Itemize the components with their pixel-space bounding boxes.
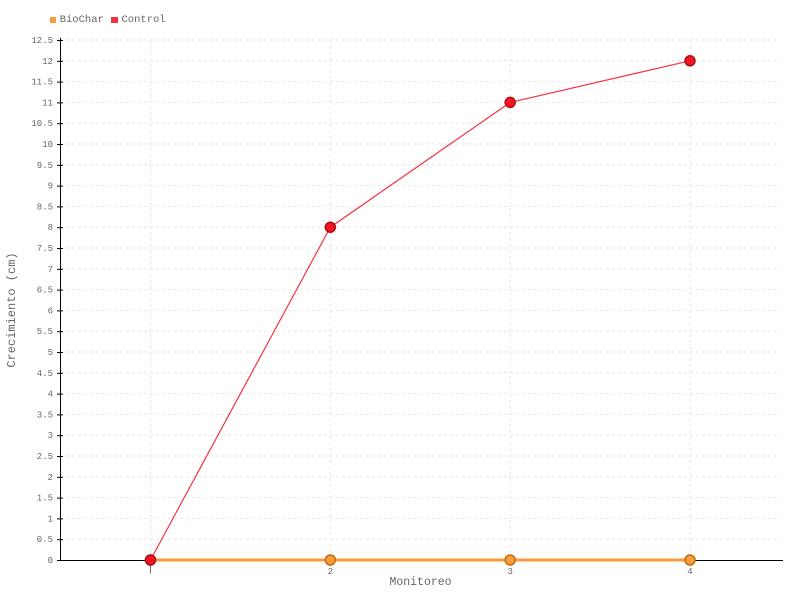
svg-text:4: 4 xyxy=(687,567,692,577)
svg-text:11: 11 xyxy=(42,98,53,108)
svg-text:8.5: 8.5 xyxy=(37,202,53,212)
svg-text:3.5: 3.5 xyxy=(37,410,53,420)
svg-text:0.5: 0.5 xyxy=(37,535,53,545)
svg-text:12: 12 xyxy=(42,57,53,67)
svg-text:9.5: 9.5 xyxy=(37,161,53,171)
svg-text:6.5: 6.5 xyxy=(37,286,53,296)
svg-text:11.5: 11.5 xyxy=(31,78,53,88)
svg-text:7: 7 xyxy=(48,265,53,275)
svg-text:9: 9 xyxy=(48,182,53,192)
svg-text:1.5: 1.5 xyxy=(37,494,53,504)
svg-text:2.5: 2.5 xyxy=(37,452,53,462)
svg-text:7.5: 7.5 xyxy=(37,244,53,254)
svg-text:1: 1 xyxy=(48,514,53,524)
svg-text:12.5: 12.5 xyxy=(31,36,53,46)
svg-text:2: 2 xyxy=(48,473,53,483)
svg-text:3: 3 xyxy=(48,431,53,441)
svg-text:10.5: 10.5 xyxy=(31,119,53,129)
svg-text:5.5: 5.5 xyxy=(37,327,53,337)
svg-text:0: 0 xyxy=(48,556,53,566)
svg-text:2: 2 xyxy=(328,567,333,577)
svg-text:10: 10 xyxy=(42,140,53,150)
svg-text:4.5: 4.5 xyxy=(37,369,53,379)
svg-text:6: 6 xyxy=(48,306,53,316)
svg-text:8: 8 xyxy=(48,223,53,233)
svg-text:5: 5 xyxy=(48,348,53,358)
svg-text:Crecimiento (cm): Crecimiento (cm) xyxy=(5,252,19,367)
svg-text:Monitoreo: Monitoreo xyxy=(389,576,451,589)
svg-text:3: 3 xyxy=(507,567,512,577)
svg-text:4: 4 xyxy=(48,390,53,400)
